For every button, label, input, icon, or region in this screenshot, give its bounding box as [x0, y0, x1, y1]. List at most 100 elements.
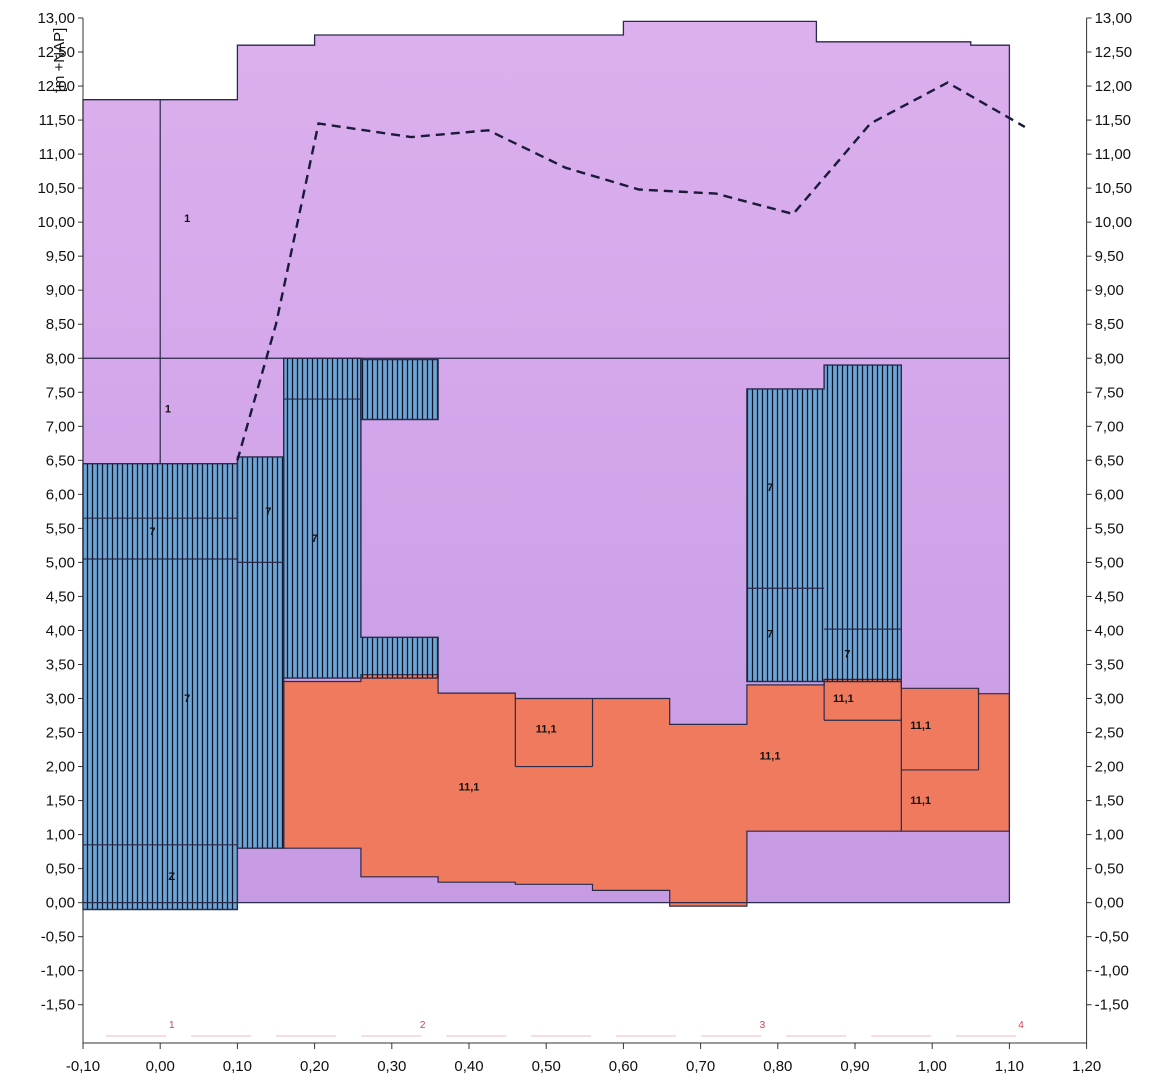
y-tick-label-left: 3,00: [46, 691, 75, 708]
x-tick-label: 0,80: [763, 1058, 792, 1075]
y-tick-label-left: 11,50: [39, 112, 75, 129]
surface-profile-line: [82, 20, 1011, 904]
y-tick-label-right: 0,50: [1095, 861, 1124, 878]
zone-label: 7: [149, 526, 155, 538]
zone-labels: 1 1 7 7 Z 7 7 11,1 11,1 7 7 7 11,1 11,1 11,1 11,1: [149, 213, 931, 883]
y-tick-label-left: 9,00: [46, 282, 75, 299]
y-tick-label-right: 10,50: [1095, 180, 1133, 197]
x-tick-label: 1,20: [1072, 1058, 1101, 1075]
zone-label: 11,1: [910, 720, 931, 732]
x-tick-label: 0,10: [223, 1058, 252, 1075]
y-tick-label-left: 10,00: [37, 214, 75, 231]
zone-7-hatch: [82, 463, 239, 911]
y-tick-label-right: 5,50: [1095, 520, 1124, 537]
x-tick-label: 0,50: [532, 1058, 561, 1075]
y-tick-label-left: 0,00: [46, 895, 75, 912]
hatched-zones: [82, 357, 902, 911]
y-tick-label-right: 3,00: [1095, 691, 1124, 708]
y-tick-label-right: 5,00: [1095, 554, 1124, 571]
y-tick-label-right: 0,00: [1095, 895, 1124, 912]
y-tick-label-right: 3,50: [1095, 656, 1124, 673]
x-tick-label: 0,70: [686, 1058, 715, 1075]
y-tick-label-left: 0,50: [46, 861, 75, 878]
y-tick-label-left: 1,00: [46, 827, 75, 844]
zone-7-hatch: [236, 456, 285, 849]
y-tick-label-right: 12,50: [1095, 44, 1133, 61]
zone-label: 7: [265, 506, 271, 518]
y-tick-label-left: 11,00: [39, 146, 75, 163]
x-tick-label: -0,10: [66, 1058, 100, 1075]
y-tick-label-left: 1,50: [46, 793, 75, 810]
y-tick-label-right: 10,00: [1095, 214, 1133, 231]
x-tick-label: 0,60: [609, 1058, 638, 1075]
y-tick-label-left: 10,50: [37, 180, 75, 197]
y-tick-label-right: -1,00: [1095, 963, 1129, 980]
x-tick-label: 0,30: [377, 1058, 406, 1075]
zone-label: 7: [312, 533, 318, 545]
zone-11-1-region: [283, 674, 1010, 907]
x-tick-label: 0,40: [454, 1058, 483, 1075]
y-tick-label-left: -1,50: [41, 997, 75, 1014]
y-tick-label-right: 9,50: [1095, 248, 1124, 265]
y-tick-label-right: 12,00: [1095, 78, 1133, 95]
y-tick-label-right: 6,00: [1095, 486, 1124, 503]
zone-label: 7: [184, 693, 190, 705]
location-mark: 1: [169, 1020, 175, 1031]
y-tick-label-right: 1,00: [1095, 827, 1124, 844]
y-tick-label-left: 13,00: [37, 10, 75, 27]
y-tick-label-right: 8,00: [1095, 350, 1124, 367]
zone-label: 11,1: [459, 781, 480, 793]
y-tick-label-left: 4,00: [46, 622, 75, 639]
y-tick-label-left: 3,50: [46, 656, 75, 673]
y-tick-label-left: 2,50: [46, 725, 75, 742]
y-tick-label-left: 6,50: [46, 452, 75, 469]
y-tick-label-left: -1,00: [41, 963, 75, 980]
y-tick-label-right: 2,00: [1095, 759, 1124, 776]
y-tick-label-right: 7,00: [1095, 418, 1124, 435]
layer-outlines: [82, 20, 1011, 904]
zone-label: Z: [168, 871, 175, 883]
y-tick-label-right: 11,00: [1095, 146, 1131, 163]
y-tick-label-left: -0,50: [41, 929, 75, 946]
zone-label: 11,1: [910, 795, 931, 807]
y-tick-label-right: 2,50: [1095, 725, 1124, 742]
zone-7-hatch: [746, 364, 902, 683]
x-tick-label: 0,90: [840, 1058, 869, 1075]
x-tick-label: 1,00: [918, 1058, 947, 1075]
x-tick-label: 1,10: [995, 1058, 1024, 1075]
y-tick-label-right: -0,50: [1095, 929, 1129, 946]
y-tick-label-right: 7,50: [1095, 384, 1124, 401]
zone-label: 1: [165, 404, 171, 416]
location-mark: 2: [420, 1020, 426, 1031]
y-tick-label-right: 8,50: [1095, 316, 1124, 333]
y-tick-label-left: 12,50: [37, 44, 75, 61]
y-tick-label-left: 6,00: [46, 486, 75, 503]
y-tick-label-left: 4,50: [46, 588, 75, 605]
y-tick-label-right: 9,00: [1095, 282, 1124, 299]
y-tick-label-left: 9,50: [46, 248, 75, 265]
zone-label: 11,1: [536, 724, 557, 736]
y-tick-label-right: 1,50: [1095, 793, 1124, 810]
zone-7-hatch: [360, 358, 439, 421]
y-tick-label-left: 2,00: [46, 759, 75, 776]
x-tick-label: 0,20: [300, 1058, 329, 1075]
zone-label: 7: [767, 482, 773, 494]
zone-label: 11,1: [760, 751, 781, 763]
y-tick-label-right: 4,50: [1095, 588, 1124, 605]
location-marks: 1 2 3 4: [106, 1020, 1025, 1037]
y-tick-label-left: 7,50: [46, 384, 75, 401]
location-mark: 3: [760, 1020, 766, 1031]
y-tick-label-left: 8,50: [46, 316, 75, 333]
zone-label: 11,1: [833, 693, 854, 705]
y-tick-label-right: 11,50: [1095, 112, 1131, 129]
y-tick-label-left: 5,00: [46, 554, 75, 571]
y-tick-label-left: 7,00: [46, 418, 75, 435]
y-tick-label-right: -1,50: [1095, 997, 1129, 1014]
zone-label: 7: [767, 628, 773, 640]
y-axis-label: [m +NAP]: [51, 28, 68, 93]
zone-label: 7: [844, 649, 850, 661]
y-tick-label-left: 8,00: [46, 350, 75, 367]
location-mark: 4: [1018, 1020, 1024, 1031]
